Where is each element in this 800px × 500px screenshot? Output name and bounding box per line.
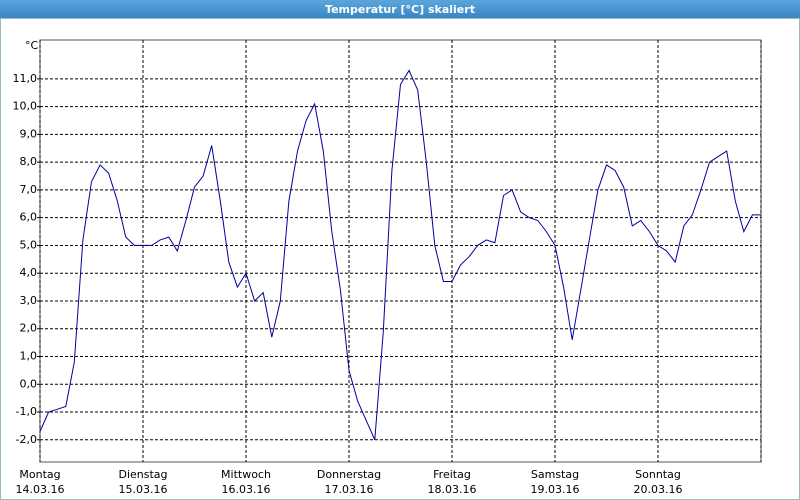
x-tick-date: 14.03.16 bbox=[16, 483, 65, 496]
x-tick-date: 20.03.16 bbox=[634, 483, 683, 496]
y-tick-label: 6,0 bbox=[20, 211, 38, 224]
y-tick-label: 4,0 bbox=[20, 266, 38, 279]
x-tick-date: 19.03.16 bbox=[531, 483, 580, 496]
x-tick-label: Dienstag bbox=[118, 468, 167, 481]
plot-area bbox=[39, 39, 762, 463]
y-tick-label: 5,0 bbox=[20, 238, 38, 251]
y-tick-label: 11,0 bbox=[13, 72, 38, 85]
chart-title: Temperatur [°C] skaliert bbox=[325, 3, 475, 16]
temperature-line bbox=[39, 69, 761, 441]
x-tick-date: 18.03.16 bbox=[428, 483, 477, 496]
y-tick-label: 7,0 bbox=[20, 183, 38, 196]
y-tick-label: 9,0 bbox=[20, 127, 38, 140]
y-tick-label: 0,0 bbox=[20, 377, 38, 390]
x-tick-label: Montag bbox=[19, 468, 60, 481]
x-tick-label: Sonntag bbox=[635, 468, 681, 481]
y-tick-label: 2,0 bbox=[20, 322, 38, 335]
x-tick-label: Donnerstag bbox=[317, 468, 381, 481]
y-tick-label: 3,0 bbox=[20, 294, 38, 307]
y-tick-label: 10,0 bbox=[13, 100, 38, 113]
y-tick-label: 1,0 bbox=[20, 350, 38, 363]
y-tick-label: 8,0 bbox=[20, 155, 38, 168]
y-tick-label: -1,0 bbox=[16, 405, 37, 418]
y-tick-label: -2,0 bbox=[16, 433, 37, 446]
x-tick-date: 17.03.16 bbox=[325, 483, 374, 496]
title-bar bbox=[0, 0, 800, 18]
x-tick-label: Freitag bbox=[433, 468, 471, 481]
x-tick-label: Mittwoch bbox=[221, 468, 271, 481]
y-axis-label: °C bbox=[25, 39, 39, 52]
x-tick-date: 16.03.16 bbox=[222, 483, 271, 496]
x-tick-label: Samstag bbox=[531, 468, 579, 481]
x-tick-date: 15.03.16 bbox=[119, 483, 168, 496]
